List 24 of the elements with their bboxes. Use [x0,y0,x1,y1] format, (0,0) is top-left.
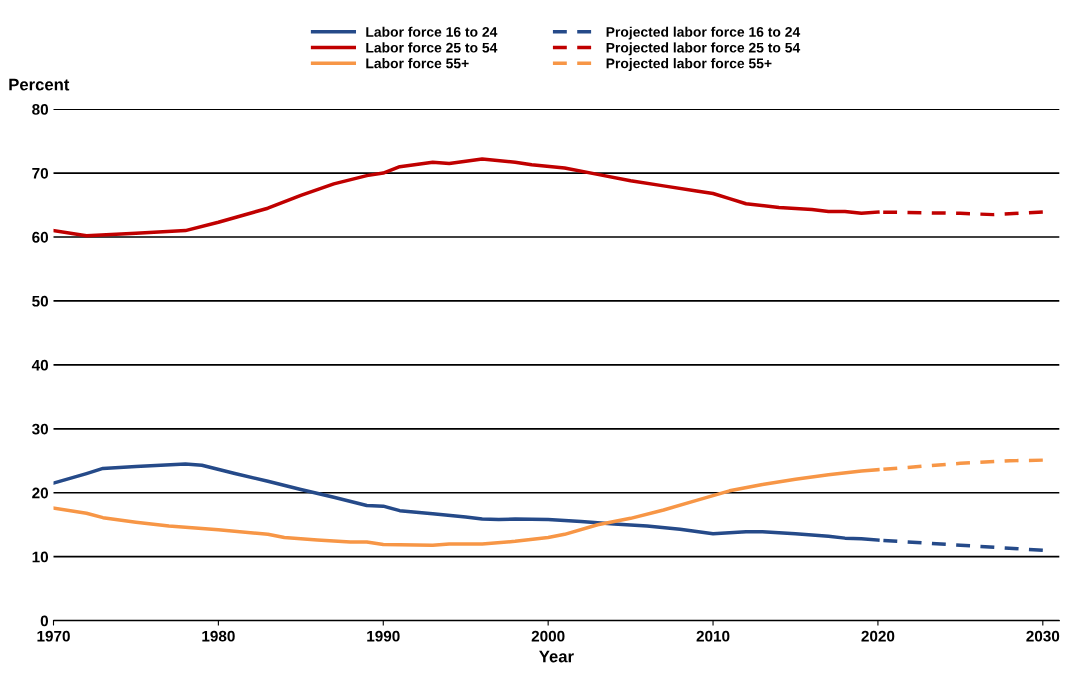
legend-label: Labor force 25 to 54 [366,42,498,53]
legend-label: Projected labor force 16 to 24 [606,26,801,40]
y-tick-label: 50 [32,295,49,307]
x-axis-title: Year [539,650,574,663]
x-tick-label: 2010 [696,630,730,642]
x-tick-label: 2020 [861,630,895,642]
legend-label: Labor force 55+ [366,58,469,69]
x-tick-label: 1980 [202,630,235,642]
y-tick-label: 30 [32,423,49,435]
y-tick-label: 40 [31,359,49,371]
x-tick-label: 1990 [367,630,400,642]
y-tick-label: 60 [32,231,49,243]
y-tick-label: 20 [32,487,49,499]
legend-label: Projected labor force 55+ [606,58,772,72]
x-tick-label: 2030 [1026,630,1060,642]
x-tick-label: 2000 [531,630,565,642]
x-tick-label: 1970 [37,630,70,642]
y-tick-label: 80 [32,103,49,115]
y-tick-label: 70 [32,167,49,179]
y-tick-label: 0 [40,615,49,627]
y-tick-label: 10 [32,551,49,563]
legend-label: Projected labor force 25 to 54 [606,42,801,56]
legend-label: Labor force 16 to 24 [366,26,498,37]
y-axis-title: Percent [9,78,70,91]
